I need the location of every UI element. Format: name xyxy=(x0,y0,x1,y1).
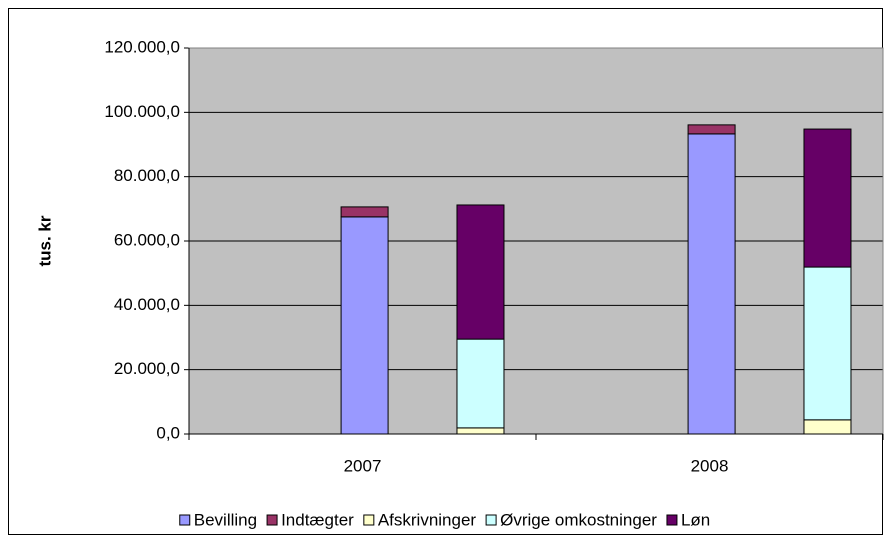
legend-label: Afskrivninger xyxy=(378,510,477,529)
bar-segment xyxy=(456,204,505,340)
y-tick-label: 20.000,0 xyxy=(114,359,180,378)
legend-swatch xyxy=(666,514,678,526)
y-tick-label: 40.000,0 xyxy=(114,295,180,314)
y-tick-label: 60.000,0 xyxy=(114,230,180,249)
bar-segment xyxy=(803,266,852,421)
legend-label: Løn xyxy=(681,510,710,529)
y-tick-label: 0,0 xyxy=(156,423,180,442)
bar-segment xyxy=(456,338,505,429)
bar-segment xyxy=(340,206,389,218)
x-tick-label: 2007 xyxy=(344,456,382,475)
bar-segment xyxy=(340,216,389,435)
legend-swatch xyxy=(179,514,191,526)
legend-swatch xyxy=(363,514,375,526)
x-tick-label: 2008 xyxy=(691,456,729,475)
legend-label: Bevilling xyxy=(194,510,257,529)
bar-segment xyxy=(803,419,852,435)
legend-swatch xyxy=(266,514,278,526)
bar-segment xyxy=(803,128,852,268)
legend-label: Øvrige omkostninger xyxy=(500,510,657,529)
bar-segment xyxy=(687,124,736,135)
legend-label: Indtægter xyxy=(281,510,354,529)
y-axis-label: tus. kr xyxy=(35,215,54,266)
y-tick-label: 100.000,0 xyxy=(104,102,180,121)
bar-segment xyxy=(456,427,505,435)
legend-swatch xyxy=(485,514,497,526)
y-tick-label: 80.000,0 xyxy=(114,166,180,185)
y-tick-label: 120.000,0 xyxy=(104,37,180,56)
bar-segment xyxy=(687,133,736,435)
